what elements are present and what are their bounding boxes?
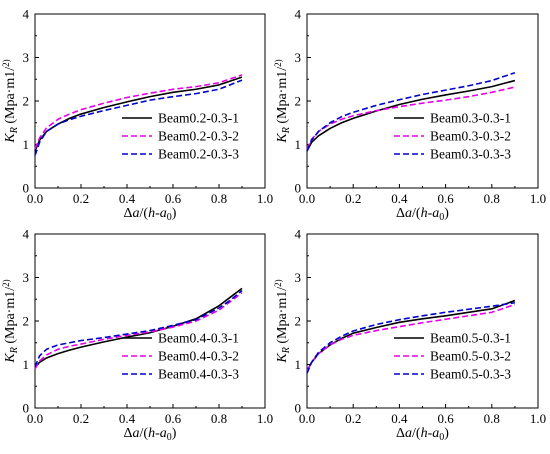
y-tick-label: 4 (23, 7, 30, 22)
x-tick-label: 0.8 (211, 191, 227, 206)
x-axis-title: Δa/(h-a0) (124, 206, 177, 223)
x-tick-label: 0.2 (73, 191, 89, 206)
series-line-3 (34, 79, 243, 156)
x-tick-label: 0.6 (165, 411, 182, 426)
series-line-3 (34, 289, 243, 367)
x-tick-label: 0.0 (27, 191, 43, 206)
x-tick-label: 0.4 (119, 411, 136, 426)
x-tick-label: 0.6 (165, 191, 182, 206)
x-tick-label: 1.0 (530, 411, 546, 426)
x-tick-label: 0.8 (484, 191, 500, 206)
legend-label-3: Beam0.2-0.3-3 (158, 147, 239, 162)
plot-frame (34, 13, 266, 189)
x-tick-label: 0.0 (27, 411, 43, 426)
y-tick-label: 4 (295, 7, 302, 22)
y-axis-title: KR (Mpa·m1/2) (273, 279, 292, 363)
y-tick-label: 1 (295, 137, 302, 152)
x-tick-label: 1.0 (530, 191, 546, 206)
x-tick-label: 0.8 (211, 411, 227, 426)
x-axis-title: Δa/(h-a0) (124, 426, 177, 443)
series-line-2 (34, 74, 243, 150)
y-tick-label: 1 (23, 137, 30, 152)
chart-panel-3: 0.0 0.2 0.4 0.6 0.8 1.0 0 1 2 3 4 Δa/(h-a0) KR (Mpa·… (1, 227, 273, 444)
y-axis-title: KR (Mpa·m1/2) (1, 59, 20, 143)
x-tick-label: 0.4 (391, 411, 408, 426)
x-tick-label: 1.0 (257, 191, 273, 206)
legend-label-2: Beam0.5-0.3-2 (430, 349, 511, 364)
x-tick-label: 0.2 (73, 411, 89, 426)
y-tick-label: 2 (295, 314, 302, 329)
plot-frame (34, 233, 266, 409)
y-tick-label: 4 (295, 227, 302, 242)
y-tick-label: 2 (295, 94, 302, 109)
series-line-3 (306, 301, 516, 374)
series-line-2 (34, 292, 243, 370)
y-tick-label: 0 (295, 181, 302, 196)
legend-label-1: Beam0.5-0.3-1 (430, 331, 511, 346)
x-tick-label: 0.0 (299, 191, 315, 206)
y-tick-label: 2 (23, 94, 30, 109)
y-tick-label: 3 (295, 50, 302, 65)
y-tick-label: 0 (23, 181, 30, 196)
plot-frame (306, 233, 539, 409)
x-tick-label: 0.4 (119, 191, 136, 206)
y-tick-label: 3 (23, 50, 30, 65)
x-tick-label: 0.0 (299, 411, 315, 426)
y-tick-label: 4 (23, 227, 30, 242)
series-line-3 (306, 71, 516, 152)
legend-label-1: Beam0.4-0.3-1 (158, 331, 239, 346)
legend-label-2: Beam0.4-0.3-2 (158, 349, 239, 364)
legend-label-1: Beam0.2-0.3-1 (158, 111, 239, 126)
chart-panel-4: 0.0 0.2 0.4 0.6 0.8 1.0 0 1 2 3 4 Δa/(h-a0) KR (Mpa·… (273, 227, 546, 444)
series-line-1 (34, 287, 243, 368)
x-tick-label: 0.2 (345, 411, 361, 426)
series-line-1 (34, 76, 243, 152)
y-tick-label: 0 (295, 401, 302, 416)
x-tick-label: 1.0 (257, 411, 273, 426)
x-axis-title: Δa/(h-a0) (396, 426, 449, 443)
y-tick-label: 3 (295, 270, 302, 285)
legend-label-2: Beam0.2-0.3-2 (158, 129, 239, 144)
plot-frame (306, 13, 539, 189)
y-tick-label: 2 (23, 314, 30, 329)
x-tick-label: 0.6 (437, 191, 454, 206)
x-tick-label: 0.4 (391, 191, 408, 206)
y-axis-title: KR (Mpa·m1/2) (273, 59, 292, 143)
x-tick-label: 0.6 (437, 411, 454, 426)
y-axis-title: KR (Mpa·m1/2) (1, 279, 20, 363)
legend-label-3: Beam0.5-0.3-3 (430, 367, 511, 382)
y-tick-label: 1 (295, 357, 302, 372)
chart-panel-1: 0.0 0.2 0.4 0.6 0.8 1.0 0 1 2 3 4 Δa/(h-a0) KR (Mpa·… (1, 7, 273, 224)
x-tick-label: 0.8 (484, 411, 500, 426)
y-tick-label: 3 (23, 270, 30, 285)
chart-panel-2: 0.0 0.2 0.4 0.6 0.8 1.0 0 1 2 3 4 Δa/(h-a0) KR (Mpa·… (273, 7, 546, 224)
x-tick-label: 0.2 (345, 191, 361, 206)
legend-label-2: Beam0.3-0.3-2 (430, 129, 511, 144)
legend-label-1: Beam0.3-0.3-1 (430, 111, 511, 126)
x-axis-title: Δa/(h-a0) (396, 206, 449, 223)
y-tick-label: 1 (23, 357, 30, 372)
legend-label-3: Beam0.4-0.3-3 (158, 367, 239, 382)
legend-label-3: Beam0.3-0.3-3 (430, 147, 511, 162)
y-tick-label: 0 (23, 401, 30, 416)
